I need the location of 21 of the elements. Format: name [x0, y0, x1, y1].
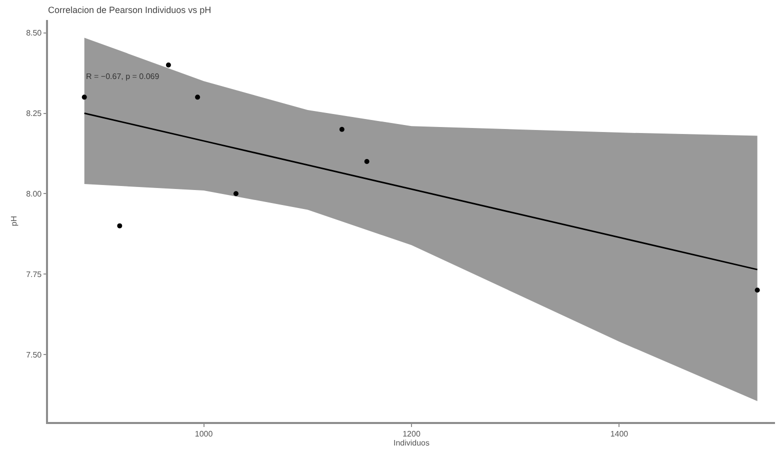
- y-tick-label: 8.00: [26, 189, 42, 198]
- x-axis-title: Individuos: [393, 438, 430, 448]
- y-tick-label: 7.50: [26, 350, 42, 360]
- x-tick-label: 1000: [194, 429, 214, 438]
- point: [82, 94, 87, 100]
- y-axis-title: pH: [9, 216, 18, 226]
- x-tick-label: 1400: [610, 429, 629, 438]
- y-tick-label: 8.50: [26, 28, 42, 38]
- point: [195, 94, 200, 100]
- x-tick-label: 1200: [402, 429, 421, 438]
- y-tick-label: 8.25: [26, 109, 42, 118]
- point: [117, 223, 122, 228]
- line-series: [84, 112, 758, 270]
- point: [166, 62, 171, 68]
- point: [233, 191, 238, 196]
- chart-title: Correlacion de Pearson Individuos vs pH: [48, 5, 212, 16]
- point: [339, 126, 344, 132]
- y-tick-label: 7.75: [26, 270, 42, 279]
- annotation: R = −0.67, p = 0.069: [86, 72, 160, 81]
- point: [364, 159, 370, 164]
- point: [754, 288, 760, 293]
